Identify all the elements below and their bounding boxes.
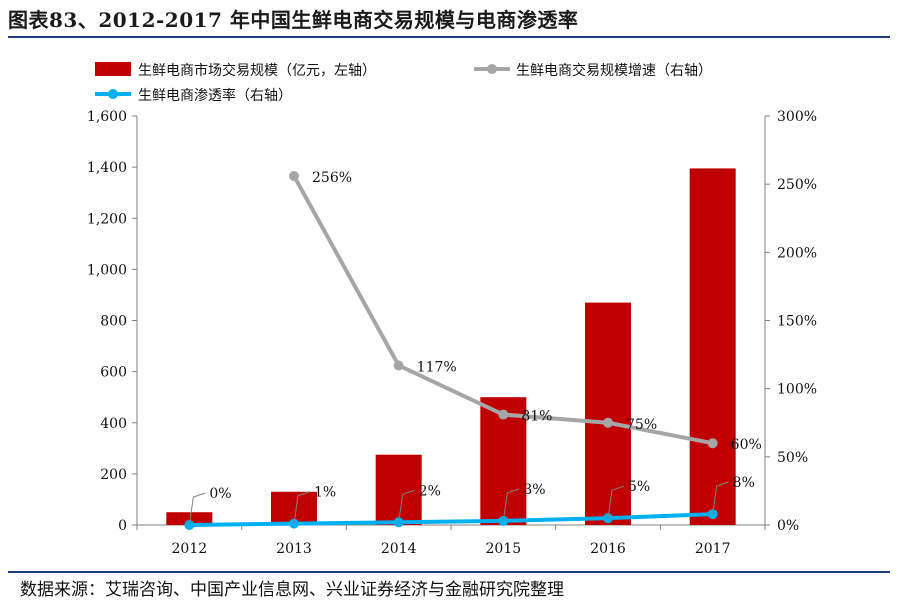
growth-label: 60% <box>731 437 762 453</box>
bar-2012 <box>166 512 213 525</box>
growth-point <box>498 409 509 420</box>
bar-2016 <box>585 302 631 525</box>
penetration-leader <box>607 485 625 519</box>
penetration-label: 1% <box>314 485 336 501</box>
legend-label-penetration: 生鲜电商渗透率（右轴） <box>138 87 292 104</box>
x-tick-label: 2014 <box>381 541 417 557</box>
axes: 0 200 400 600 800 1,000 1,200 1,400 1,600 0% 50% 10… <box>87 109 817 557</box>
lines <box>184 170 718 530</box>
y-right-tick-label: 100% <box>777 382 817 398</box>
penetration-leader <box>502 488 520 521</box>
title-rule <box>8 36 890 38</box>
growth-point <box>603 417 613 428</box>
penetration-label: 3% <box>523 482 545 498</box>
penetration-label: 8% <box>733 475 755 491</box>
x-tick-label: 2016 <box>590 541 626 557</box>
y-right-tick-label: 200% <box>777 245 817 261</box>
y-left-tick-label: 0 <box>118 518 127 534</box>
y-left-tick-label: 1,600 <box>87 109 127 125</box>
growth-point <box>707 438 718 449</box>
y-left-tick-label: 400 <box>100 416 127 432</box>
y-left-tick-label: 1,000 <box>87 262 127 278</box>
y-right-tick-label: 0% <box>777 518 799 534</box>
y-left-tick-label: 200 <box>100 467 127 483</box>
y-left-tick-label: 1,200 <box>87 211 127 227</box>
y-left-tick-label: 800 <box>100 314 127 330</box>
y-left-tick-label: 1,400 <box>87 160 127 176</box>
legend-marker-penetration <box>108 89 118 99</box>
x-tick-label: 2012 <box>172 541 208 557</box>
growth-label: 75% <box>626 417 657 433</box>
penetration-line <box>189 512 713 527</box>
penetration-label: 0% <box>209 486 231 502</box>
y-right-tick-label: 50% <box>777 450 808 466</box>
y-right-tick-label: 300% <box>777 109 817 125</box>
bar-2014 <box>375 454 422 525</box>
penetration-label: 2% <box>419 483 441 499</box>
penetration-leader <box>712 481 729 515</box>
legend-swatch-bar <box>95 62 131 76</box>
growth-label: 81% <box>521 409 552 425</box>
legend: 生鲜电商市场交易规模（亿元，左轴） 生鲜电商交易规模增速（右轴） 生鲜电商渗透率（右… <box>95 62 712 104</box>
legend-marker-growth <box>487 64 497 74</box>
y-right-tick-label: 250% <box>777 177 817 193</box>
legend-label-growth: 生鲜电商交易规模增速（右轴） <box>516 62 712 79</box>
growth-label: 117% <box>417 359 457 375</box>
penetration-label: 5% <box>628 479 650 495</box>
x-tick-label: 2015 <box>486 541 522 557</box>
growth-point <box>289 170 299 181</box>
penetration-leader <box>293 491 311 524</box>
footer-rule <box>8 571 890 573</box>
growth-label: 256% <box>312 170 352 186</box>
y-left-tick-label: 600 <box>100 365 127 381</box>
bar-2017 <box>689 168 736 525</box>
data-labels: 256% 117% 81% 75% 60% 0% 1% 2% 3% 5% 8% <box>188 170 762 526</box>
penetration-leader <box>188 492 206 526</box>
growth-point <box>393 360 404 371</box>
bars <box>166 168 736 525</box>
chart-title: 图表83、2012-2017 年中国生鲜电商交易规模与电商渗透率 <box>8 8 579 32</box>
source-note: 数据来源：艾瑞咨询、中国产业信息网、兴业证券经济与金融研究院整理 <box>20 580 564 600</box>
y-right-tick-label: 150% <box>777 314 817 330</box>
legend-label-bar: 生鲜电商市场交易规模（亿元，左轴） <box>138 62 376 79</box>
x-tick-label: 2013 <box>276 541 312 557</box>
penetration-leader <box>398 489 415 523</box>
x-tick-label: 2017 <box>695 541 731 557</box>
